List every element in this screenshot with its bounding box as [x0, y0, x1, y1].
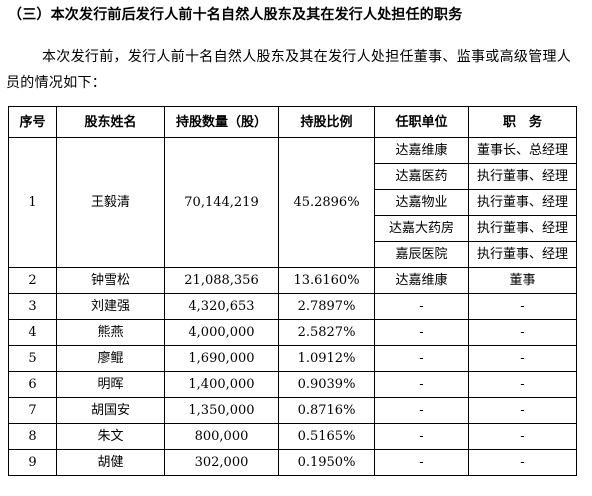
- cell-unit: -: [374, 371, 469, 398]
- cell-ratio: 13.6160%: [278, 267, 375, 294]
- cell-name: 钟雪松: [56, 267, 165, 294]
- cell-unit: 达嘉物业: [374, 189, 469, 216]
- header-no: 序号: [8, 106, 57, 138]
- cell-ratio: 0.5165%: [278, 423, 375, 450]
- cell-no: 7: [8, 397, 57, 424]
- cell-unit: -: [374, 293, 469, 320]
- cell-name: 胡健: [56, 449, 165, 476]
- cell-ratio: 0.1950%: [278, 449, 375, 476]
- cell-shares: 1,400,000: [164, 371, 279, 398]
- cell-no: 6: [8, 371, 57, 398]
- table-row: 4 熊燕 4,000,000 2.5827% - -: [8, 319, 577, 346]
- table-row: 5 廖鲲 1,690,000 1.0912% - -: [8, 345, 577, 372]
- cell-ratio: 2.5827%: [278, 319, 375, 346]
- table-row: 达嘉大药房 执行董事、经理: [9, 215, 577, 242]
- cell-name: 熊燕: [56, 319, 165, 346]
- cell-name: 朱文: [56, 423, 165, 450]
- cell-title: -: [468, 371, 577, 398]
- table-row: 达嘉物业 执行董事、经理: [9, 189, 577, 216]
- cell-no: 4: [8, 319, 57, 346]
- cell-no: 9: [8, 449, 57, 476]
- cell-ratio: 45.2896%: [278, 137, 375, 268]
- cell-title: 执行董事、经理: [468, 163, 577, 190]
- cell-unit: 达嘉大药房: [374, 215, 469, 242]
- cell-shares: 4,000,000: [164, 319, 279, 346]
- table-row: 1 王毅清 70,144,219 45.2896% 达嘉维康 董事长、总经理: [8, 137, 577, 268]
- table-row: 达嘉医药 执行董事、经理: [9, 163, 577, 190]
- cell-unit: -: [374, 397, 469, 424]
- cell-shares: 302,000: [164, 449, 279, 476]
- section-heading: （三）本次发行前后发行人前十名自然人股东及其在发行人处担任的职务: [8, 7, 463, 23]
- cell-title: -: [468, 293, 577, 320]
- cell-title: -: [468, 423, 577, 450]
- cell-shares: 21,088,356: [164, 267, 279, 294]
- cell-unit: -: [374, 449, 469, 476]
- table-row: 3 刘建强 4,320,653 2.7897% - -: [8, 293, 577, 320]
- cell-unit: -: [374, 423, 469, 450]
- cell-title: -: [468, 397, 577, 424]
- cell-no: 3: [8, 293, 57, 320]
- header-unit: 任职单位: [374, 106, 469, 138]
- cell-unit: 嘉辰医院: [374, 241, 469, 268]
- cell-shares: 1,350,000: [164, 397, 279, 424]
- table-row: 2 钟雪松 21,088,356 13.6160% 达嘉维康 董事: [8, 267, 577, 294]
- cell-unit: 达嘉维康: [374, 267, 469, 294]
- cell-ratio: 1.0912%: [278, 345, 375, 372]
- cell-no: 8: [8, 423, 57, 450]
- cell-title: 执行董事、经理: [468, 215, 577, 242]
- cell-ratio: 0.8716%: [278, 397, 375, 424]
- cell-title: 执行董事、经理: [468, 189, 577, 216]
- shareholder-table: 序号 股东姓名 持股数量（股） 持股比例 任职单位 职 务 1 王毅清 70,1…: [8, 106, 577, 476]
- cell-no: 1: [8, 137, 57, 268]
- cell-title: 董事长、总经理: [468, 137, 577, 164]
- header-shares: 持股数量（股）: [164, 106, 279, 138]
- cell-title: -: [468, 449, 577, 476]
- cell-shares: 800,000: [164, 423, 279, 450]
- header-ratio: 持股比例: [278, 106, 375, 138]
- cell-shares: 4,320,653: [164, 293, 279, 320]
- cell-unit: 达嘉维康: [374, 137, 469, 164]
- cell-no: 2: [8, 267, 57, 294]
- table-row: 7 胡国安 1,350,000 0.8716% - -: [8, 397, 577, 424]
- cell-unit: -: [374, 345, 469, 372]
- cell-unit: 达嘉医药: [374, 163, 469, 190]
- cell-name: 胡国安: [56, 397, 165, 424]
- cell-name: 廖鲲: [56, 345, 165, 372]
- intro-paragraph: 本次发行前，发行人前十名自然人股东及其在发行人处担任董事、监事或高级管理人员的情…: [6, 49, 572, 91]
- cell-name: 王毅清: [56, 137, 165, 268]
- cell-title: 执行董事、经理: [468, 241, 577, 268]
- cell-no: 5: [8, 345, 57, 372]
- cell-name: 刘建强: [56, 293, 165, 320]
- table-header-row: 序号 股东姓名 持股数量（股） 持股比例 任职单位 职 务: [8, 106, 577, 138]
- cell-ratio: 0.9039%: [278, 371, 375, 398]
- table-row: 嘉辰医院 执行董事、经理: [9, 241, 577, 268]
- cell-title: -: [468, 345, 577, 372]
- cell-name: 明晖: [56, 371, 165, 398]
- header-name: 股东姓名: [56, 106, 165, 138]
- table-row: 6 明晖 1,400,000 0.9039% - -: [8, 371, 577, 398]
- header-title: 职 务: [468, 106, 577, 138]
- cell-unit: -: [374, 319, 469, 346]
- table-row: 9 胡健 302,000 0.1950% - -: [8, 449, 577, 476]
- cell-shares: 70,144,219: [164, 137, 279, 268]
- cell-title: -: [468, 319, 577, 346]
- cell-shares: 1,690,000: [164, 345, 279, 372]
- cell-title: 董事: [468, 267, 577, 294]
- table-row: 8 朱文 800,000 0.5165% - -: [8, 423, 577, 450]
- cell-ratio: 2.7897%: [278, 293, 375, 320]
